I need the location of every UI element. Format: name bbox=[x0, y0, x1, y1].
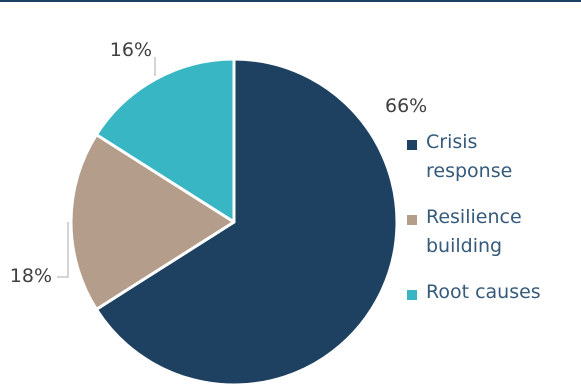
pie-slice-root-causes bbox=[94, 57, 236, 224]
leader-lines bbox=[57, 57, 156, 278]
leader-line-resilience-building bbox=[57, 222, 69, 278]
legend-item-crisis-response: Crisis response bbox=[404, 128, 574, 186]
pie-slice-crisis-response bbox=[94, 57, 399, 387]
data-labels: 66% 18% 16% bbox=[10, 39, 427, 287]
data-label-root-causes: 16% bbox=[110, 39, 152, 61]
pie-slice-resilience-building bbox=[69, 133, 236, 311]
pie-slices bbox=[69, 57, 399, 387]
legend-swatch-resilience-building bbox=[407, 215, 417, 225]
legend-label-crisis-response: Crisis response bbox=[426, 131, 513, 182]
legend-item-resilience-building: Resilience building bbox=[404, 203, 574, 261]
legend-swatch-crisis-response bbox=[407, 140, 417, 150]
legend-swatch-root-causes bbox=[407, 290, 417, 300]
top-rule bbox=[0, 0, 581, 2]
legend-item-root-causes: Root causes bbox=[404, 278, 574, 307]
legend: Crisis response Resilience building Root… bbox=[404, 128, 574, 324]
legend-label-root-causes: Root causes bbox=[426, 281, 541, 303]
data-label-resilience-building: 18% bbox=[10, 265, 52, 287]
legend-label-resilience-building: Resilience building bbox=[426, 206, 522, 257]
data-label-crisis-response: 66% bbox=[385, 95, 427, 117]
